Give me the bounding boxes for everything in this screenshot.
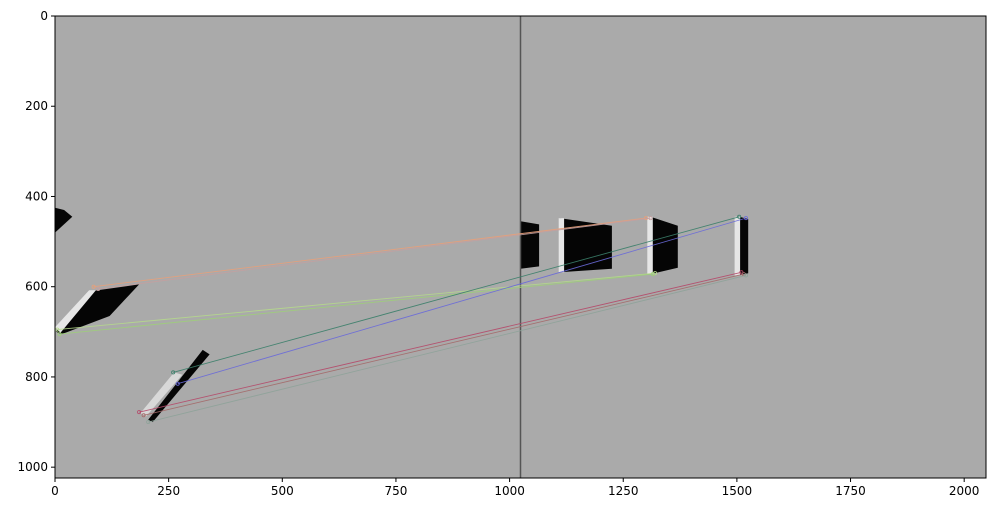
match-line-4 [173, 216, 740, 373]
match-point-left-2 [55, 327, 60, 332]
x-tick-label: 1750 [835, 484, 866, 498]
x-tick-label: 0 [51, 484, 59, 498]
match-point-right-2 [653, 271, 658, 276]
x-tick-label: 1250 [608, 484, 639, 498]
shape-right-box-1 [520, 221, 540, 269]
match-point-left-6 [137, 410, 142, 415]
plot-frame [54, 15, 987, 479]
shape-right-box-2-edge [558, 218, 565, 273]
match-line-6 [138, 271, 742, 413]
plot-area [55, 16, 986, 478]
y-tick-label: 400 [25, 189, 48, 203]
y-tick-label: 600 [25, 280, 48, 294]
match-point-left-1 [96, 286, 101, 291]
match-line-5 [177, 217, 747, 385]
match-point-right-4 [737, 214, 742, 219]
shape-right-box-3-edge [647, 216, 653, 275]
match-point-right-5 [743, 216, 748, 221]
shape-left-lower-box [148, 349, 210, 423]
shape-left-upper-box-edge [55, 290, 96, 333]
x-tick-label: 750 [384, 484, 407, 498]
shape-left-upper-box [55, 284, 140, 335]
match-point-left-3 [57, 332, 62, 337]
x-tick-label: 1500 [722, 484, 753, 498]
y-tick-label: 200 [25, 99, 48, 113]
shape-left-lower-box-edge [140, 372, 183, 417]
match-point-left-7 [141, 413, 146, 418]
match-point-left-4 [171, 370, 176, 375]
match-point-left-8 [146, 420, 151, 425]
shape-left-top-sliver [55, 207, 73, 233]
shape-right-box-4-edge [734, 216, 741, 276]
match-line-1 [98, 217, 651, 290]
match-point-right-8 [743, 273, 748, 278]
y-tick-label: 1000 [17, 460, 48, 474]
y-axis: 0 200 400 600 800 1000 [17, 9, 55, 474]
x-tick-label: 2000 [949, 484, 980, 498]
x-tick-label: 1000 [494, 484, 525, 498]
match-point-right-3 [650, 272, 655, 277]
shape-right-box-3 [650, 216, 678, 275]
match-point-left-5 [175, 381, 180, 386]
y-tick-label: 800 [25, 370, 48, 384]
shape-right-box-4 [739, 216, 749, 276]
match-line-2 [57, 272, 656, 331]
x-tick-label: 500 [271, 484, 294, 498]
x-tick-label: 250 [157, 484, 180, 498]
match-point-right-1 [648, 216, 653, 221]
match-point-left-0 [91, 284, 96, 289]
y-tick-label: 0 [40, 9, 48, 23]
match-line-3 [59, 273, 653, 335]
match-line-0 [93, 217, 647, 288]
match-line-8 [148, 274, 747, 423]
match-line-7 [143, 273, 744, 416]
shape-right-box-2 [559, 218, 612, 273]
x-axis: 0 250 500 750 1000 1250 1500 1750 2000 [51, 478, 979, 498]
